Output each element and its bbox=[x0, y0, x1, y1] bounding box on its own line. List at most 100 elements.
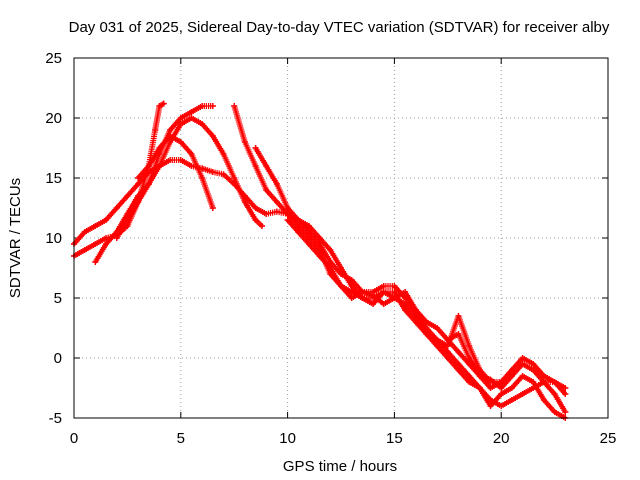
data-point bbox=[152, 127, 159, 133]
data-point bbox=[498, 403, 505, 409]
data-point bbox=[113, 205, 120, 211]
data-point bbox=[81, 229, 88, 235]
data-point bbox=[402, 307, 409, 313]
data-point bbox=[487, 385, 494, 391]
series-track-9 bbox=[444, 331, 505, 391]
data-point bbox=[167, 133, 174, 139]
data-point bbox=[519, 373, 526, 379]
data-point bbox=[380, 283, 387, 289]
data-point bbox=[113, 235, 120, 241]
data-point bbox=[167, 139, 174, 145]
data-point bbox=[231, 175, 238, 181]
data-point bbox=[402, 289, 409, 295]
data-point bbox=[160, 100, 167, 107]
data-point bbox=[327, 259, 334, 265]
data-point bbox=[498, 385, 505, 391]
data-point bbox=[434, 337, 441, 343]
data-point bbox=[540, 373, 547, 379]
data-point bbox=[145, 163, 152, 169]
data-point bbox=[167, 157, 174, 163]
data-point bbox=[423, 331, 430, 337]
data-point bbox=[263, 211, 270, 217]
data-point bbox=[562, 385, 569, 391]
data-point bbox=[188, 163, 195, 169]
data-point bbox=[92, 259, 99, 265]
data-point bbox=[519, 391, 526, 397]
data-point bbox=[434, 343, 441, 349]
data-point bbox=[284, 211, 291, 217]
data-point bbox=[530, 361, 537, 367]
data-point bbox=[167, 127, 174, 133]
data-point bbox=[209, 169, 216, 175]
data-point bbox=[252, 205, 259, 211]
data-point bbox=[327, 265, 334, 271]
data-point bbox=[498, 379, 505, 385]
data-point bbox=[209, 103, 216, 109]
y-tick-labels: -5 0 5 10 15 20 25 bbox=[45, 50, 62, 427]
data-point bbox=[103, 235, 110, 241]
data-point bbox=[498, 391, 505, 397]
data-point bbox=[487, 379, 494, 385]
y-tick-label: 10 bbox=[45, 230, 62, 247]
data-point bbox=[241, 139, 248, 145]
data-point bbox=[188, 115, 195, 121]
data-point bbox=[295, 217, 302, 223]
x-axis-label: GPS time / hours bbox=[283, 458, 397, 475]
y-tick-label: 15 bbox=[45, 170, 62, 187]
data-point bbox=[103, 217, 110, 223]
data-point bbox=[348, 289, 355, 295]
data-point bbox=[338, 283, 344, 289]
data-point bbox=[220, 151, 227, 157]
data-point bbox=[466, 373, 473, 379]
data-point bbox=[177, 139, 184, 145]
data-point bbox=[273, 181, 280, 187]
data-point bbox=[455, 367, 462, 373]
data-point bbox=[305, 235, 312, 241]
data-point bbox=[295, 223, 302, 229]
data-point bbox=[348, 295, 355, 301]
data-point bbox=[92, 223, 99, 229]
data-point bbox=[412, 307, 419, 313]
data-point bbox=[305, 229, 312, 235]
data-point bbox=[209, 205, 216, 211]
data-point bbox=[252, 217, 259, 223]
data-point bbox=[519, 361, 526, 367]
data-point bbox=[444, 343, 451, 349]
data-point bbox=[359, 295, 366, 301]
x-tick-label: 0 bbox=[70, 430, 78, 447]
data-point bbox=[103, 241, 110, 247]
data-point bbox=[92, 241, 99, 247]
data-point bbox=[316, 241, 323, 247]
y-tick-label: 5 bbox=[54, 290, 62, 307]
data-point bbox=[241, 199, 248, 205]
data-point bbox=[487, 403, 494, 409]
data-point bbox=[508, 397, 515, 403]
data-point bbox=[135, 199, 142, 205]
data-point bbox=[295, 229, 302, 235]
data-point bbox=[434, 325, 441, 331]
data-point bbox=[562, 409, 569, 415]
data-point bbox=[455, 331, 462, 337]
chart-title: Day 031 of 2025, Sidereal Day-to-day VTE… bbox=[69, 19, 610, 36]
data-point bbox=[551, 391, 558, 397]
grid-lines bbox=[74, 58, 608, 418]
plot-frame bbox=[73, 57, 609, 419]
data-point bbox=[316, 253, 323, 259]
data-point bbox=[124, 193, 131, 199]
x-tick-label: 20 bbox=[493, 430, 510, 447]
data-point bbox=[466, 379, 473, 385]
data-point bbox=[305, 223, 312, 229]
data-point bbox=[508, 385, 515, 391]
data-point bbox=[540, 397, 547, 403]
data-point bbox=[540, 379, 547, 385]
data-point bbox=[391, 283, 398, 289]
data-point bbox=[412, 319, 419, 325]
data-point bbox=[562, 391, 569, 397]
data-point bbox=[177, 121, 184, 127]
data-point bbox=[508, 373, 515, 379]
data-point bbox=[370, 289, 377, 295]
data-point bbox=[380, 289, 387, 295]
series-track-5 bbox=[135, 133, 216, 211]
data-point bbox=[263, 187, 270, 193]
